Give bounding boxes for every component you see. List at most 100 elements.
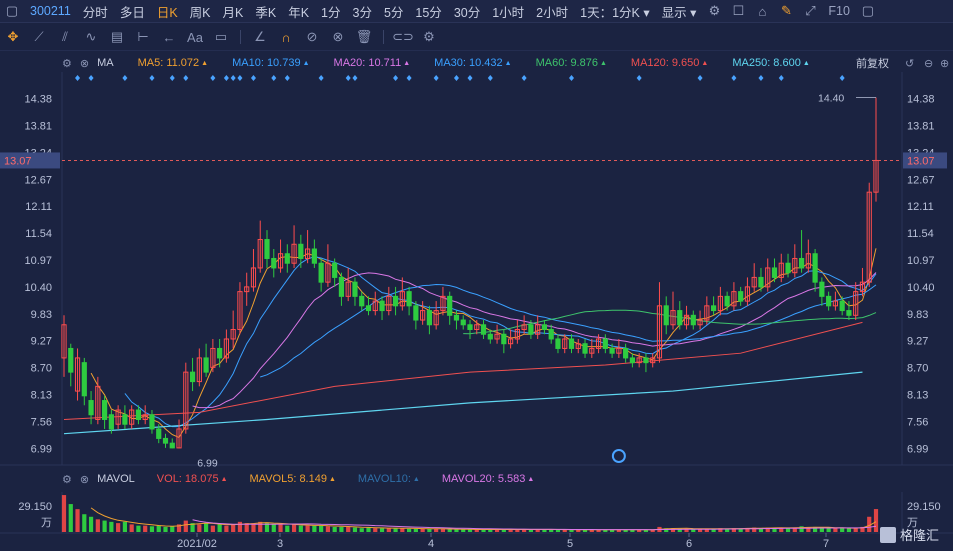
vol-label[interactable]: MAVOL — [97, 473, 135, 485]
candle-body — [873, 159, 879, 193]
volume-bar — [589, 529, 594, 532]
measure-tool-icon[interactable]: ⊢ — [137, 29, 149, 44]
volume-bar — [650, 529, 655, 532]
tab-9[interactable]: 5分 — [383, 5, 404, 20]
comment-tool-icon[interactable]: ▭ — [214, 29, 228, 44]
sidebar-toggle-icon[interactable]: ▢ — [5, 3, 19, 18]
volume-bar — [258, 521, 263, 532]
volume-bar — [718, 528, 723, 532]
candle-body — [453, 314, 460, 321]
hide-icon[interactable]: ⊗ — [332, 29, 344, 44]
candle-body — [595, 338, 602, 349]
tab-2[interactable]: 日K — [156, 5, 178, 20]
tab-6[interactable]: 年K — [288, 5, 310, 20]
tab-4[interactable]: 月K — [222, 5, 244, 20]
volume-bar — [610, 529, 615, 532]
text-tool-icon[interactable]: Aa — [187, 29, 203, 45]
tab-7[interactable]: 1分 — [321, 5, 341, 20]
volume-bar — [346, 526, 351, 532]
f10-button[interactable]: F10 — [828, 4, 850, 18]
tab-0[interactable]: 分时 — [82, 5, 108, 20]
trash-icon[interactable]: 🗑 — [355, 29, 373, 44]
volume-bar — [792, 527, 797, 532]
volume-bar — [136, 525, 141, 532]
candle-body — [636, 357, 642, 364]
tab-3[interactable]: 周K — [189, 5, 211, 20]
pencil-icon[interactable]: ✎ — [780, 3, 792, 18]
candle-body — [291, 243, 297, 264]
vol-settings-icon[interactable]: ⚙ — [62, 473, 72, 486]
volume-bar — [522, 529, 527, 532]
vol-unit-right: 万 — [907, 517, 918, 529]
ma-label[interactable]: MA — [97, 57, 114, 69]
candle-body — [677, 310, 683, 326]
camera-icon[interactable]: ⌂ — [758, 3, 767, 19]
ruler-icon[interactable]: ∠ — [254, 29, 266, 44]
fib-tool-icon[interactable]: ▤ — [110, 29, 124, 44]
link-icon[interactable]: ⊂⊃ — [392, 29, 414, 44]
zoom-out-icon[interactable]: ⊖ — [924, 57, 934, 70]
current-price-label-right: 13.07 — [907, 155, 935, 167]
tab-12[interactable]: 1小时 — [492, 5, 525, 20]
tab-10[interactable]: 15分 — [415, 5, 442, 20]
arrow-tool-icon[interactable]: ← — [162, 29, 176, 45]
undo-icon[interactable]: ↺ — [905, 57, 915, 70]
y-tick-left: 12.67 — [24, 174, 52, 186]
current-price-tag-right — [903, 152, 947, 169]
volume-bar — [630, 529, 635, 532]
y-tick-left: 7.56 — [31, 416, 52, 428]
candle-body — [115, 409, 121, 425]
candle-body — [785, 262, 791, 274]
candle-body — [643, 357, 649, 364]
volume-bar — [319, 525, 324, 532]
volume-bar — [88, 516, 94, 532]
magnet-icon[interactable]: ∩ — [281, 29, 291, 45]
candle-body — [440, 295, 446, 312]
volume-bar — [379, 528, 385, 532]
zoom-in-icon[interactable]: ⊕ — [940, 57, 950, 70]
volume-bar — [149, 526, 155, 532]
lock-icon[interactable]: ⊘ — [306, 29, 318, 44]
ma-settings-icon[interactable]: ⚙ — [62, 57, 72, 70]
gear-icon[interactable]: ⚙ — [423, 29, 435, 44]
window-icon[interactable]: ▢ — [861, 3, 875, 18]
line-tool-icon[interactable]: ⟋ — [34, 29, 44, 44]
vol-close-icon[interactable]: ⊗ — [79, 473, 90, 486]
volume-bar — [143, 525, 148, 532]
y-tick-left: 10.97 — [24, 255, 52, 267]
period-select[interactable]: 1天：1分K ▾ — [580, 5, 650, 20]
candle-body — [447, 295, 453, 316]
candle-body — [738, 291, 744, 302]
y-tick-left: 12.11 — [25, 201, 52, 213]
tab-13[interactable]: 2小时 — [536, 5, 569, 20]
event-marker — [433, 75, 439, 81]
tab-11[interactable]: 30分 — [453, 5, 481, 20]
wave-tool-icon[interactable]: ∿ — [85, 29, 97, 44]
settings-icon[interactable]: ⚙ — [708, 3, 721, 18]
crosshair-icon[interactable]: ✥ — [7, 29, 19, 44]
volume-bar — [515, 529, 520, 532]
ma-close-icon[interactable]: ⊗ — [79, 57, 90, 70]
candle-body — [379, 300, 385, 312]
candle-body — [102, 400, 108, 420]
stock-code[interactable]: 300211 — [30, 4, 71, 18]
adjust-toggle[interactable]: 前复权 — [856, 58, 889, 70]
candle-body — [74, 357, 81, 392]
candle-body — [758, 276, 764, 288]
candle-body — [460, 319, 466, 326]
volume-bar — [332, 526, 337, 532]
candle-body — [433, 310, 439, 326]
tab-5[interactable]: 季K — [255, 5, 277, 20]
volume-bar — [407, 528, 412, 532]
tab-1[interactable]: 多日 — [119, 5, 145, 20]
channel-tool-icon[interactable]: ⫽ — [62, 29, 68, 44]
event-marker — [393, 75, 399, 81]
fullscreen-icon[interactable]: ⤢ — [805, 3, 816, 18]
display-select[interactable]: 显示 ▾ — [661, 5, 697, 20]
checkbox-icon[interactable]: ☐ — [732, 3, 745, 18]
candle-body — [305, 248, 311, 259]
volume-bar — [156, 525, 161, 532]
volume-bar — [393, 528, 398, 532]
tab-8[interactable]: 3分 — [352, 5, 372, 20]
